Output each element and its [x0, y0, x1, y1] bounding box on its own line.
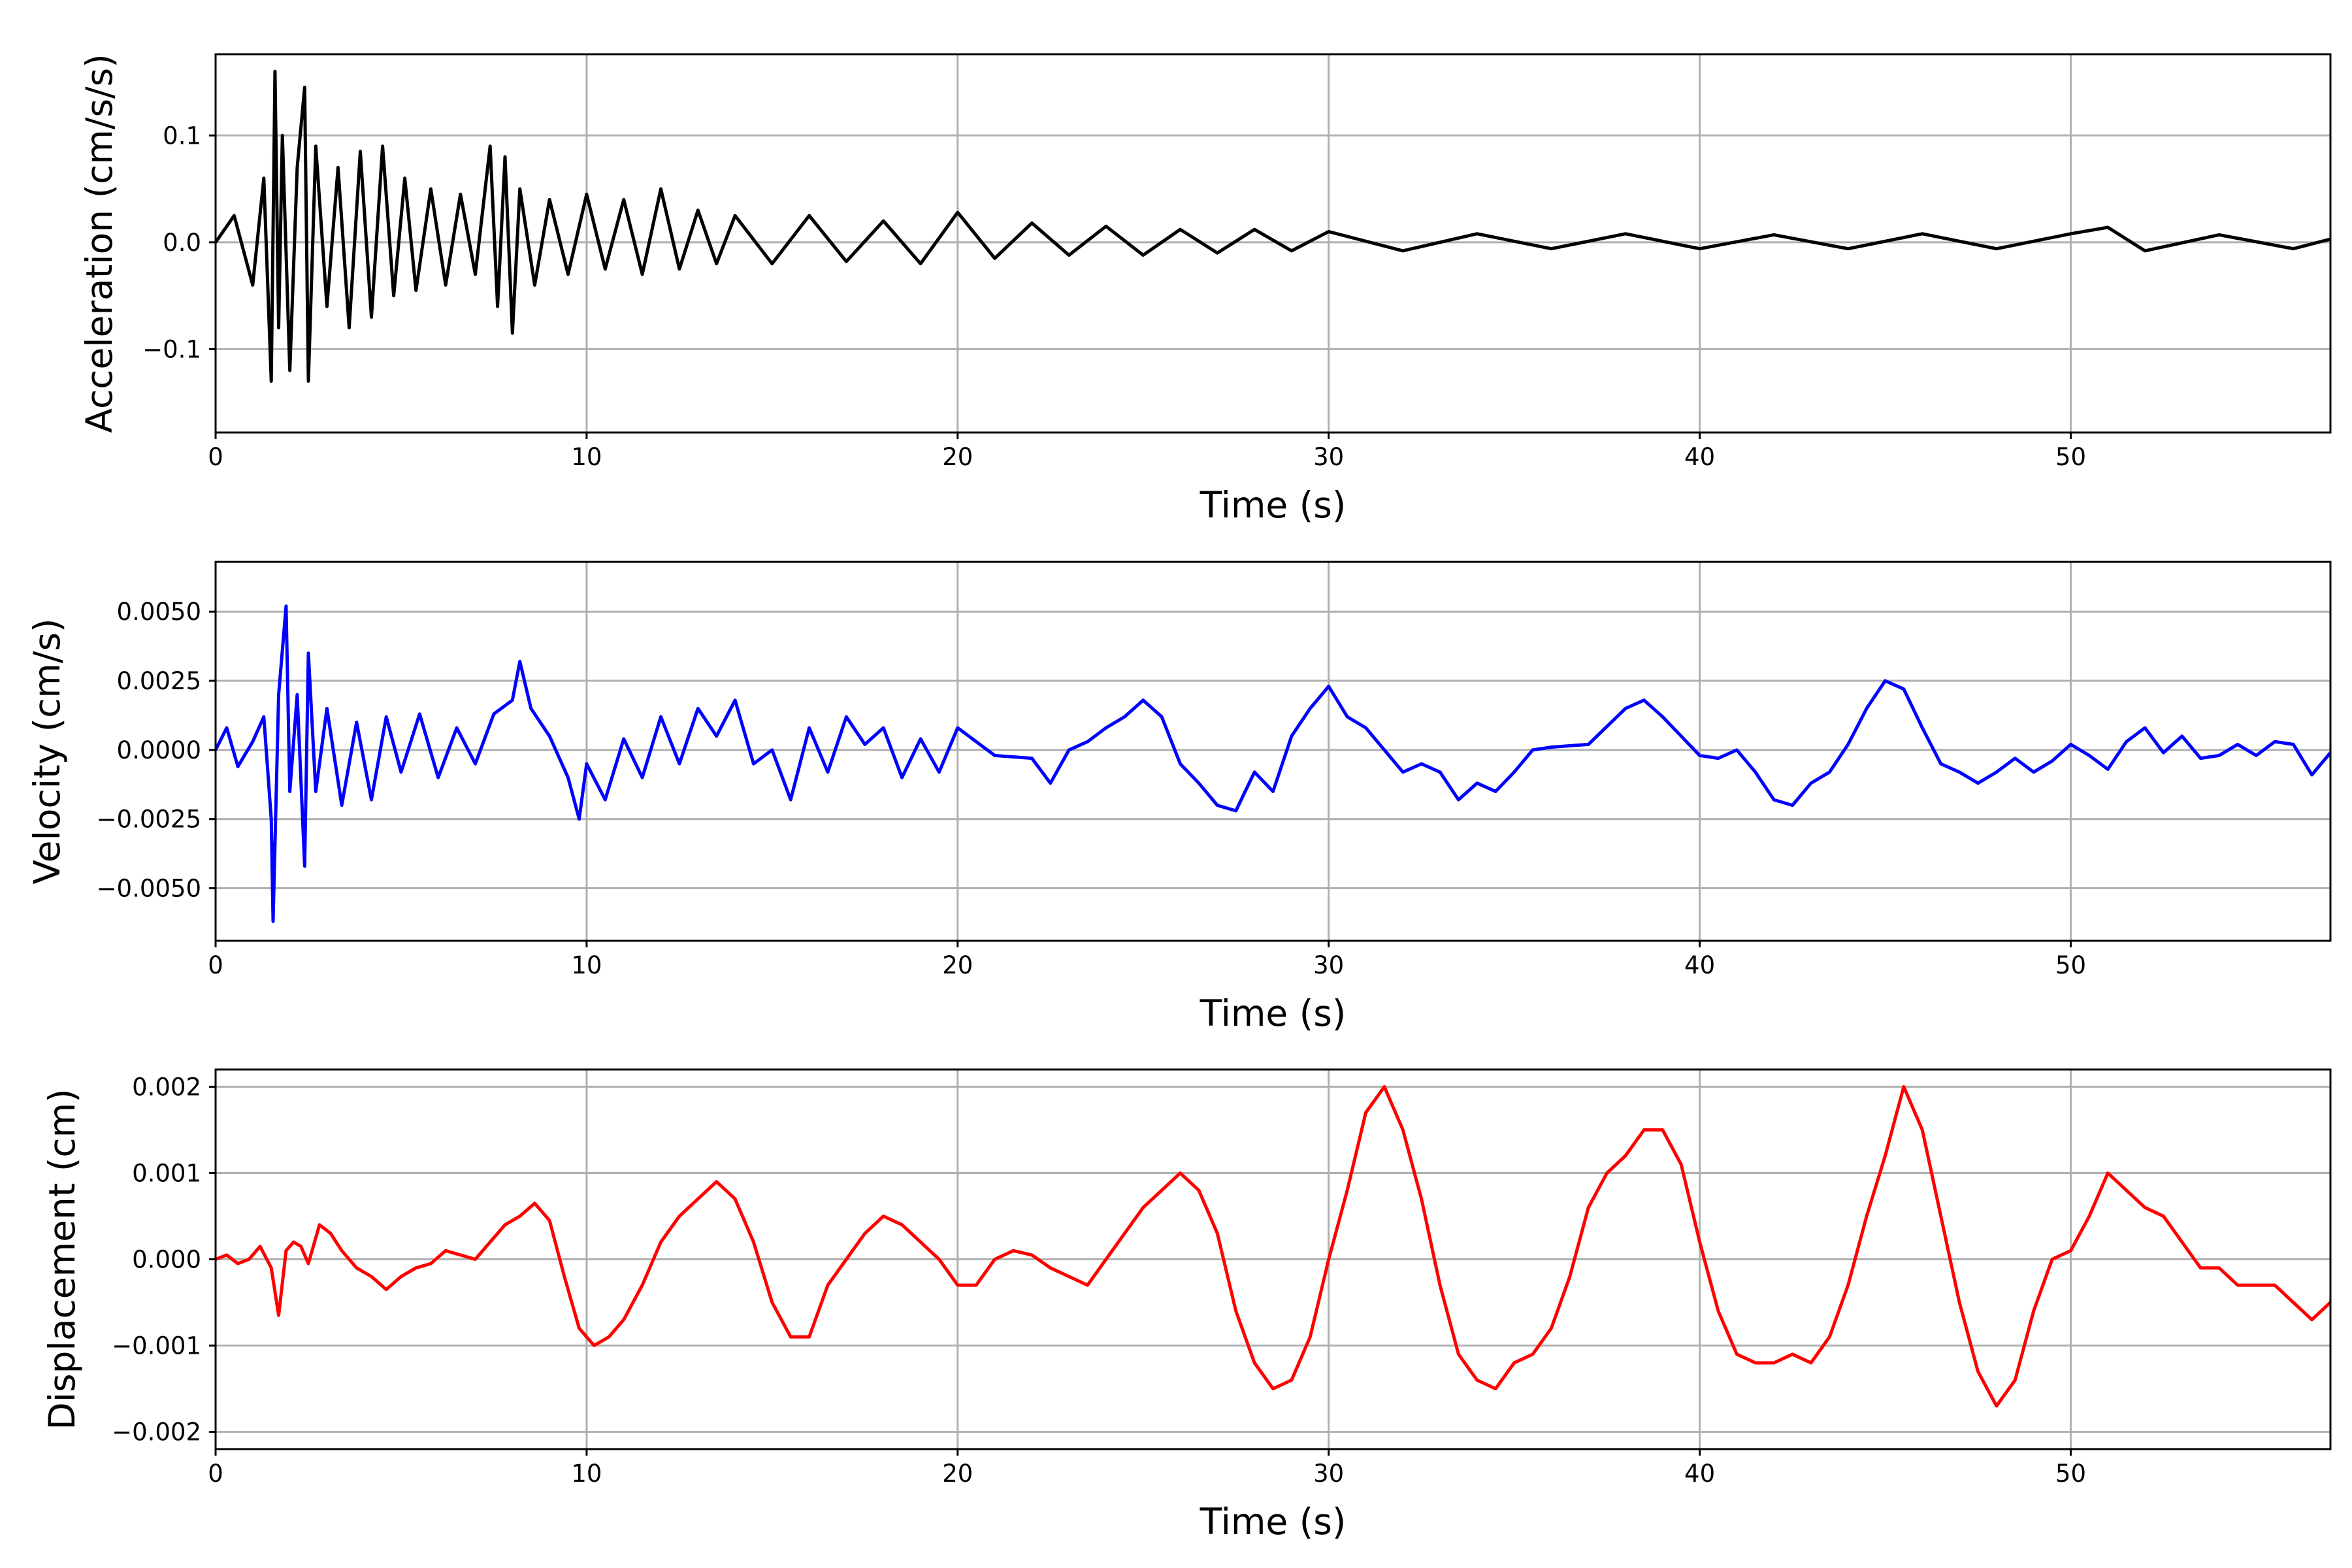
- y-tick-label: −0.0050: [97, 875, 201, 903]
- y-tick-label: 0.0025: [117, 667, 201, 695]
- acceleration-axes-frame: [214, 53, 2332, 434]
- x-tick-label: 0: [208, 443, 223, 471]
- x-tick-label: 30: [1313, 951, 1344, 979]
- x-tick-label: 40: [1684, 951, 1715, 979]
- y-tick-label: 0.001: [132, 1159, 201, 1187]
- x-tick-label: 10: [571, 443, 602, 471]
- y-tick-label: 0.0050: [117, 598, 201, 626]
- y-tick-label: −0.1: [142, 335, 201, 363]
- y-axis-label: Displacement (cm): [41, 1088, 83, 1429]
- x-tick-label: 20: [942, 1460, 973, 1488]
- x-axis-label: Time (s): [1200, 992, 1347, 1034]
- x-tick-label: 30: [1313, 443, 1344, 471]
- velocity-panel: 0 10 20 30 40 50 −0.0050 −0.0025 0.0000 0.0025 0.0…: [26, 561, 2332, 1034]
- x-tick-label: 40: [1684, 443, 1715, 471]
- x-axis-label: Time (s): [1200, 484, 1347, 526]
- velocity-series-line: [214, 604, 2332, 923]
- displacement-panel: 0 10 20 30 40 50 −0.002 −0.001 0.000 0.001 0.002 Ti…: [41, 1068, 2332, 1543]
- x-tick-label: 50: [2055, 443, 2086, 471]
- y-tick-label: −0.0025: [97, 806, 201, 834]
- x-tick-label: 20: [942, 951, 973, 979]
- x-tick-label: 0: [208, 1460, 223, 1488]
- x-tick-label: 50: [2055, 951, 2086, 979]
- x-tick-label: 0: [208, 951, 223, 979]
- y-axis-label: Velocity (cm/s): [26, 618, 68, 884]
- y-tick-label: 0.1: [163, 122, 201, 150]
- y-tick-label: −0.001: [112, 1332, 201, 1360]
- velocity-axes-frame: [214, 561, 2332, 942]
- x-tick-label: 50: [2055, 1460, 2086, 1488]
- y-tick-label: −0.002: [112, 1418, 201, 1446]
- y-axis-label: Acceleration (cm/s/s): [78, 54, 120, 433]
- y-tick-label: 0.002: [132, 1073, 201, 1101]
- acceleration-series-line: [214, 69, 2331, 383]
- x-tick-label: 40: [1684, 1460, 1715, 1488]
- x-tick-label: 10: [571, 951, 602, 979]
- y-tick-label: 0.000: [132, 1246, 201, 1274]
- acceleration-panel: 0 10 20 30 40 50 −0.1 0.0 0.1 Time (s) Acceleratio…: [78, 53, 2332, 526]
- y-tick-label: 0.0: [163, 229, 201, 257]
- x-tick-label: 10: [571, 1460, 602, 1488]
- x-tick-label: 30: [1313, 1460, 1344, 1488]
- displacement-series-line: [215, 1085, 2332, 1408]
- y-tick-label: 0.0000: [117, 736, 201, 764]
- x-axis-label: Time (s): [1200, 1501, 1347, 1543]
- x-tick-label: 20: [942, 443, 973, 471]
